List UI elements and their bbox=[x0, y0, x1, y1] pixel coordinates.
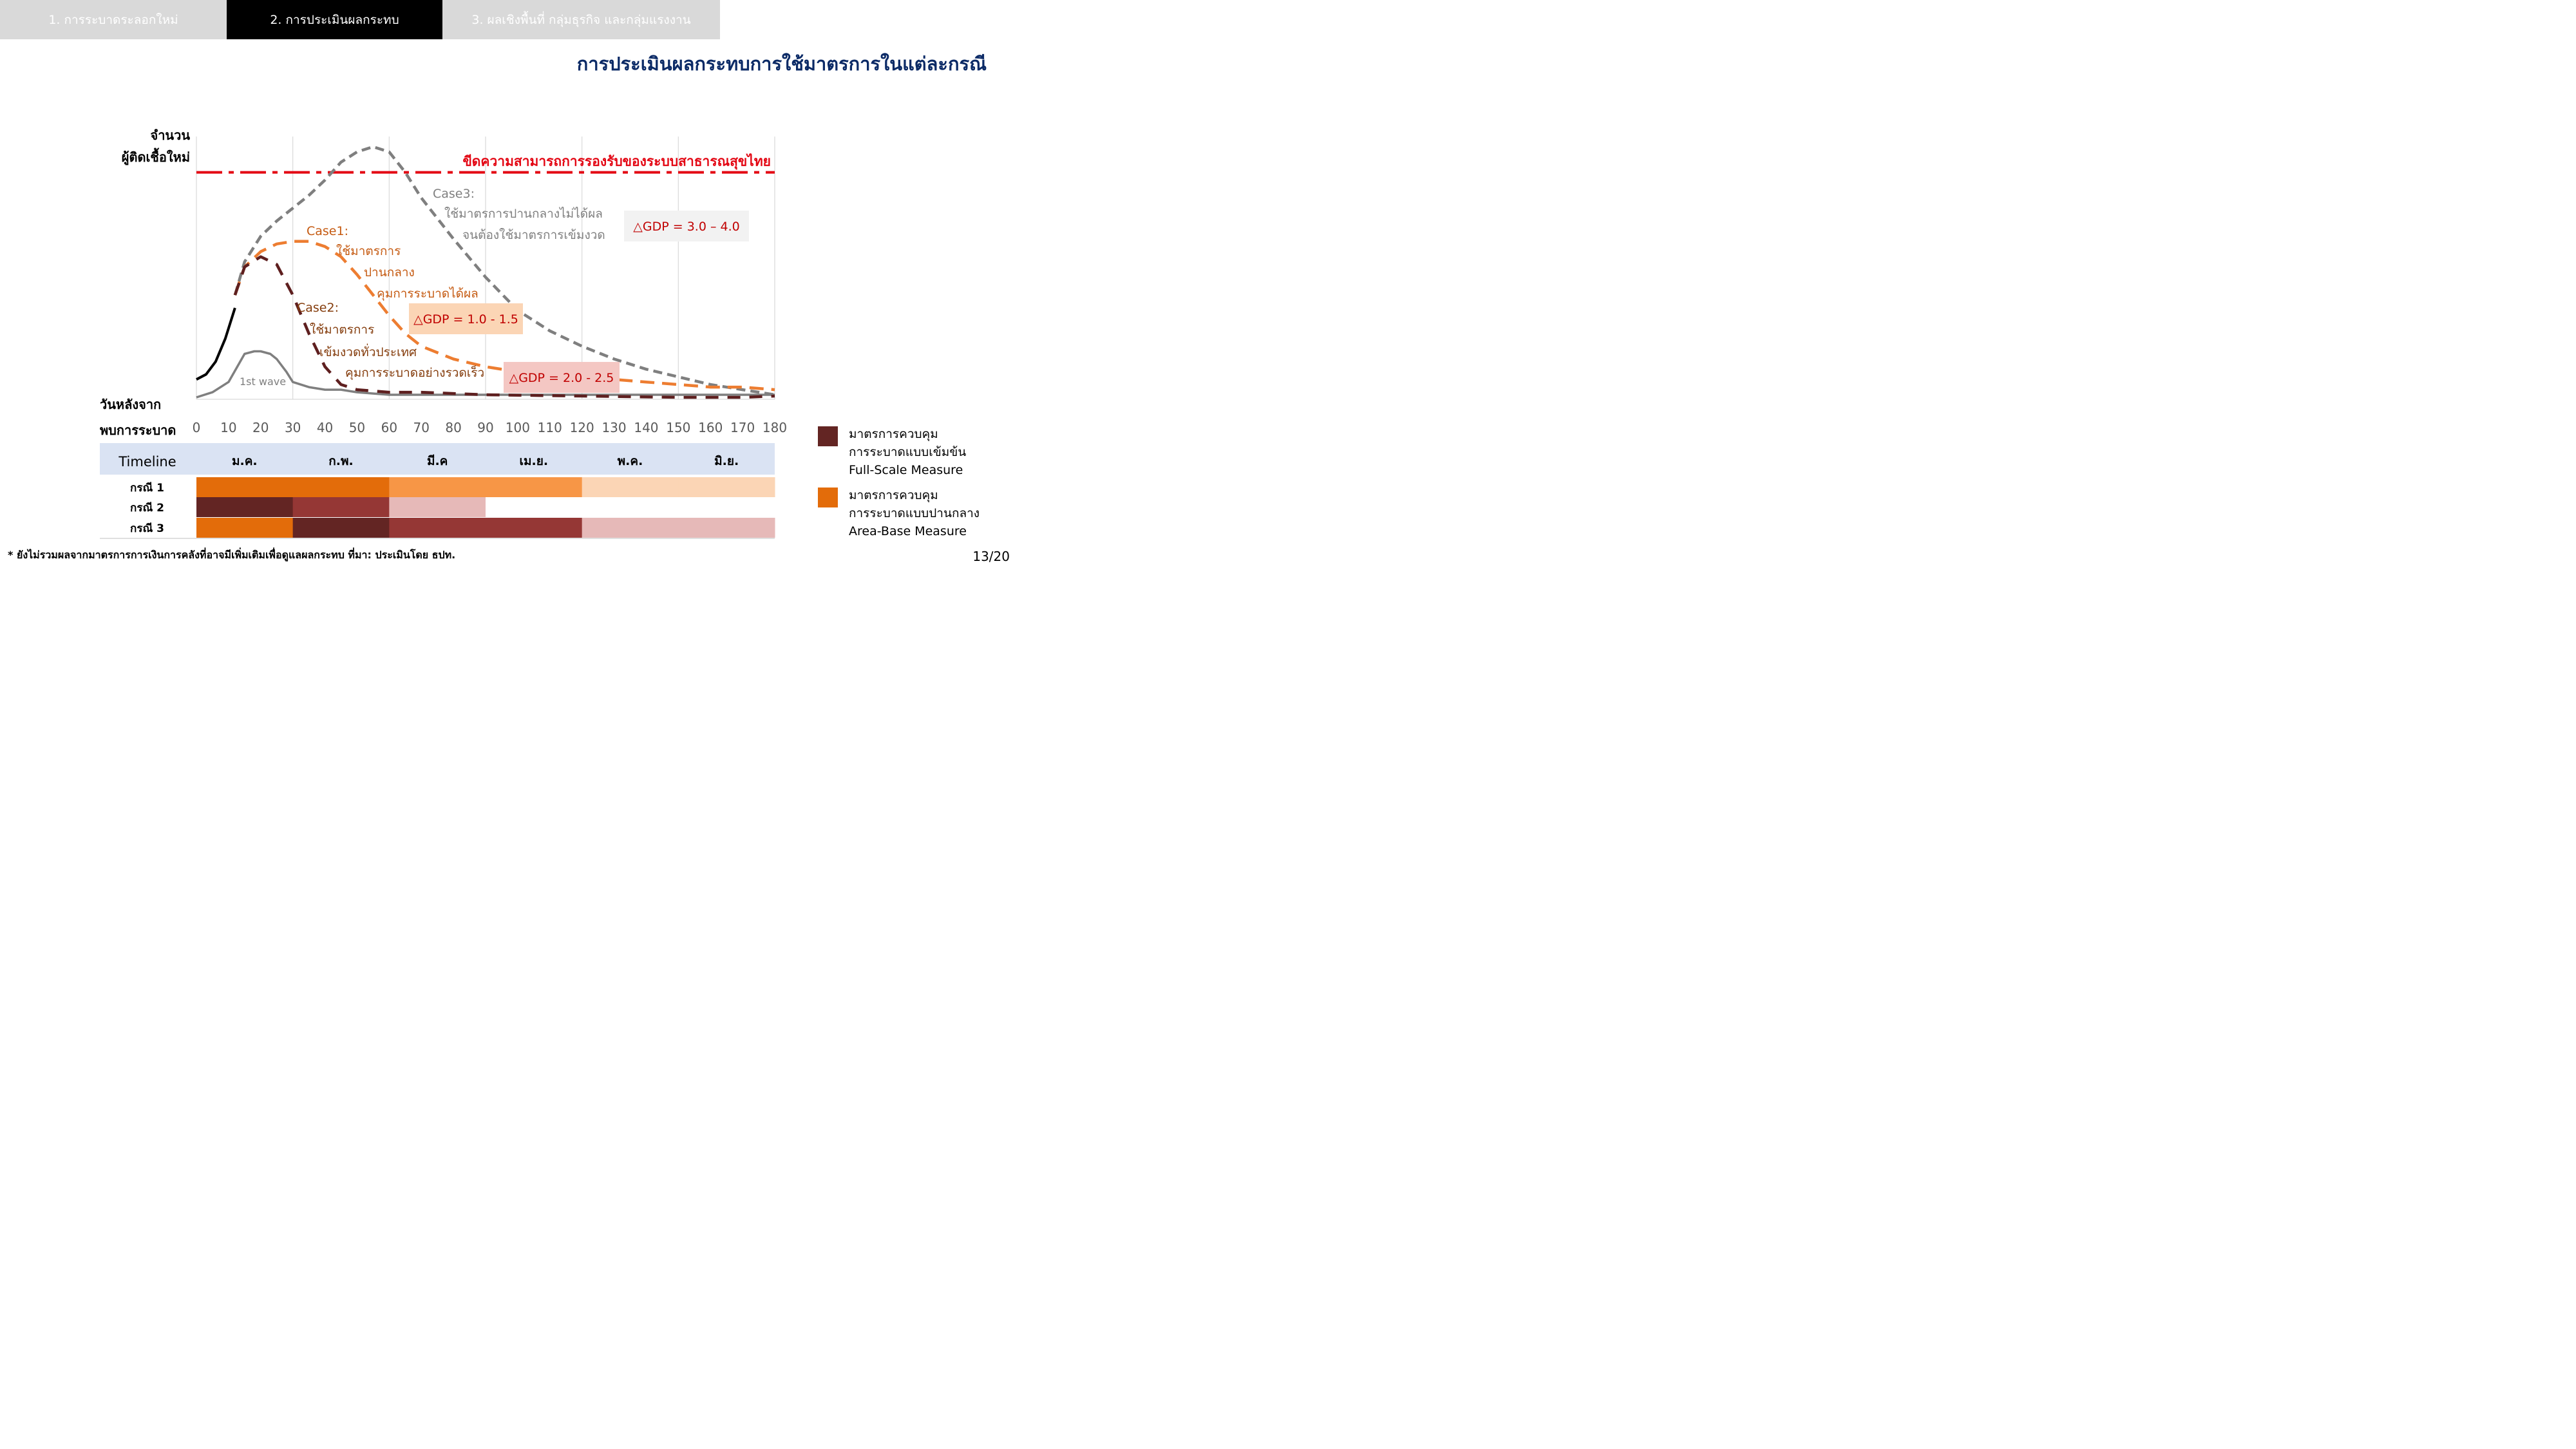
annotation-text: 1st wave bbox=[240, 375, 286, 388]
x-tick-label: 140 bbox=[634, 420, 658, 435]
timeline-cell bbox=[389, 477, 486, 497]
legend-line: Full-Scale Measure bbox=[849, 461, 966, 479]
footnote: * ยังไม่รวมผลจากมาตรการการเงินการคลังที่… bbox=[8, 547, 455, 564]
legend-swatch-area-base bbox=[818, 488, 838, 507]
timeline-cell bbox=[678, 518, 775, 538]
legend-line: Area-Base Measure bbox=[849, 522, 980, 540]
timeline-row-label: กรณี 1 bbox=[130, 481, 164, 495]
x-tick-label: 30 bbox=[285, 420, 301, 435]
timeline-header-label: Timeline bbox=[118, 454, 176, 469]
legend-line: การระบาดแบบเข้มข้น bbox=[849, 443, 966, 461]
timeline-cell bbox=[196, 477, 293, 497]
x-tick-label: 130 bbox=[601, 420, 626, 435]
timeline-cell bbox=[486, 518, 582, 538]
timeline-cell bbox=[582, 477, 679, 497]
legend-swatch-full-scale bbox=[818, 426, 838, 446]
timeline-cell bbox=[678, 477, 775, 497]
x-tick-label: 20 bbox=[252, 420, 269, 435]
timeline-cell bbox=[293, 477, 390, 497]
x-tick-label: 120 bbox=[570, 420, 594, 435]
timeline-month-label: พ.ค. bbox=[618, 454, 643, 468]
timeline-row-label: กรณี 2 bbox=[130, 501, 164, 515]
annotation-text: ใช้มาตรการปานกลางไม่ได้ผล bbox=[444, 207, 603, 221]
timeline-month-label: ก.พ. bbox=[328, 454, 353, 468]
annotation-text: จนต้องใช้มาตรการเข้มงวด bbox=[462, 228, 605, 242]
timeline-cell bbox=[196, 497, 293, 517]
annotation-text: ปานกลาง bbox=[364, 265, 415, 279]
annotation-text: คุมการระบาดได้ผล bbox=[377, 287, 478, 301]
timeline-cell bbox=[389, 518, 486, 538]
timeline-cell bbox=[196, 518, 293, 538]
gdp-box-label: △GDP = 3.0 – 4.0 bbox=[633, 220, 739, 234]
annotation-text: เข้มงวดทั่วประเทศ bbox=[319, 343, 417, 359]
annotation-text: ใช้มาตรการ bbox=[336, 244, 401, 258]
annotation-text: ใช้มาตรการ bbox=[310, 323, 374, 337]
timeline-cell bbox=[582, 518, 679, 538]
epidemic-curve-chart: ขีดความสามารถการรองรับของระบบสาธารณสุขไท… bbox=[0, 0, 1010, 568]
legend-line: มาตรการควบคุม bbox=[849, 486, 980, 504]
timeline-row-label: กรณี 3 bbox=[130, 522, 164, 535]
timeline-cell bbox=[293, 518, 390, 538]
legend-line: มาตรการควบคุม bbox=[849, 425, 966, 443]
gdp-box-label: △GDP = 1.0 - 1.5 bbox=[413, 312, 518, 327]
series-line-initial bbox=[196, 308, 235, 379]
x-tick-label: 60 bbox=[381, 420, 397, 435]
x-tick-label: 80 bbox=[445, 420, 461, 435]
x-tick-label: 100 bbox=[506, 420, 530, 435]
timeline-cell bbox=[293, 497, 390, 517]
timeline-cell bbox=[486, 477, 582, 497]
timeline-month-label: เม.ย. bbox=[520, 454, 549, 468]
timeline-month-label: มี.ค bbox=[427, 454, 448, 468]
timeline-cell bbox=[678, 497, 775, 517]
x-tick-label: 110 bbox=[538, 420, 562, 435]
x-tick-label: 150 bbox=[666, 420, 690, 435]
gdp-box-label: △GDP = 2.0 - 2.5 bbox=[509, 371, 614, 385]
x-tick-label: 0 bbox=[193, 420, 201, 435]
x-tick-label: 170 bbox=[730, 420, 755, 435]
series-line-case3 bbox=[235, 147, 775, 395]
timeline-month-label: มิ.ย. bbox=[714, 454, 739, 468]
x-tick-label: 40 bbox=[317, 420, 333, 435]
threshold-label: ขีดความสามารถการรองรับของระบบสาธารณสุขไท… bbox=[462, 153, 771, 171]
timeline-cell bbox=[486, 497, 582, 517]
x-tick-label: 90 bbox=[477, 420, 493, 435]
annotation-text: Case1: bbox=[307, 224, 348, 238]
x-tick-label: 10 bbox=[220, 420, 236, 435]
timeline-cell bbox=[389, 497, 486, 517]
annotation-text: Case3: bbox=[433, 187, 475, 201]
timeline-cell bbox=[582, 497, 679, 517]
x-tick-label: 160 bbox=[698, 420, 723, 435]
x-tick-label: 180 bbox=[762, 420, 787, 435]
legend-line: การระบาดแบบปานกลาง bbox=[849, 504, 980, 522]
annotation-text: คุมการระบาดอย่างรวดเร็ว bbox=[345, 365, 484, 381]
annotation-text: Case2: bbox=[297, 301, 339, 315]
x-tick-label: 50 bbox=[349, 420, 365, 435]
timeline-month-label: ม.ค. bbox=[232, 454, 258, 468]
x-tick-label: 70 bbox=[413, 420, 429, 435]
page-number: 13/20 bbox=[972, 549, 1010, 564]
